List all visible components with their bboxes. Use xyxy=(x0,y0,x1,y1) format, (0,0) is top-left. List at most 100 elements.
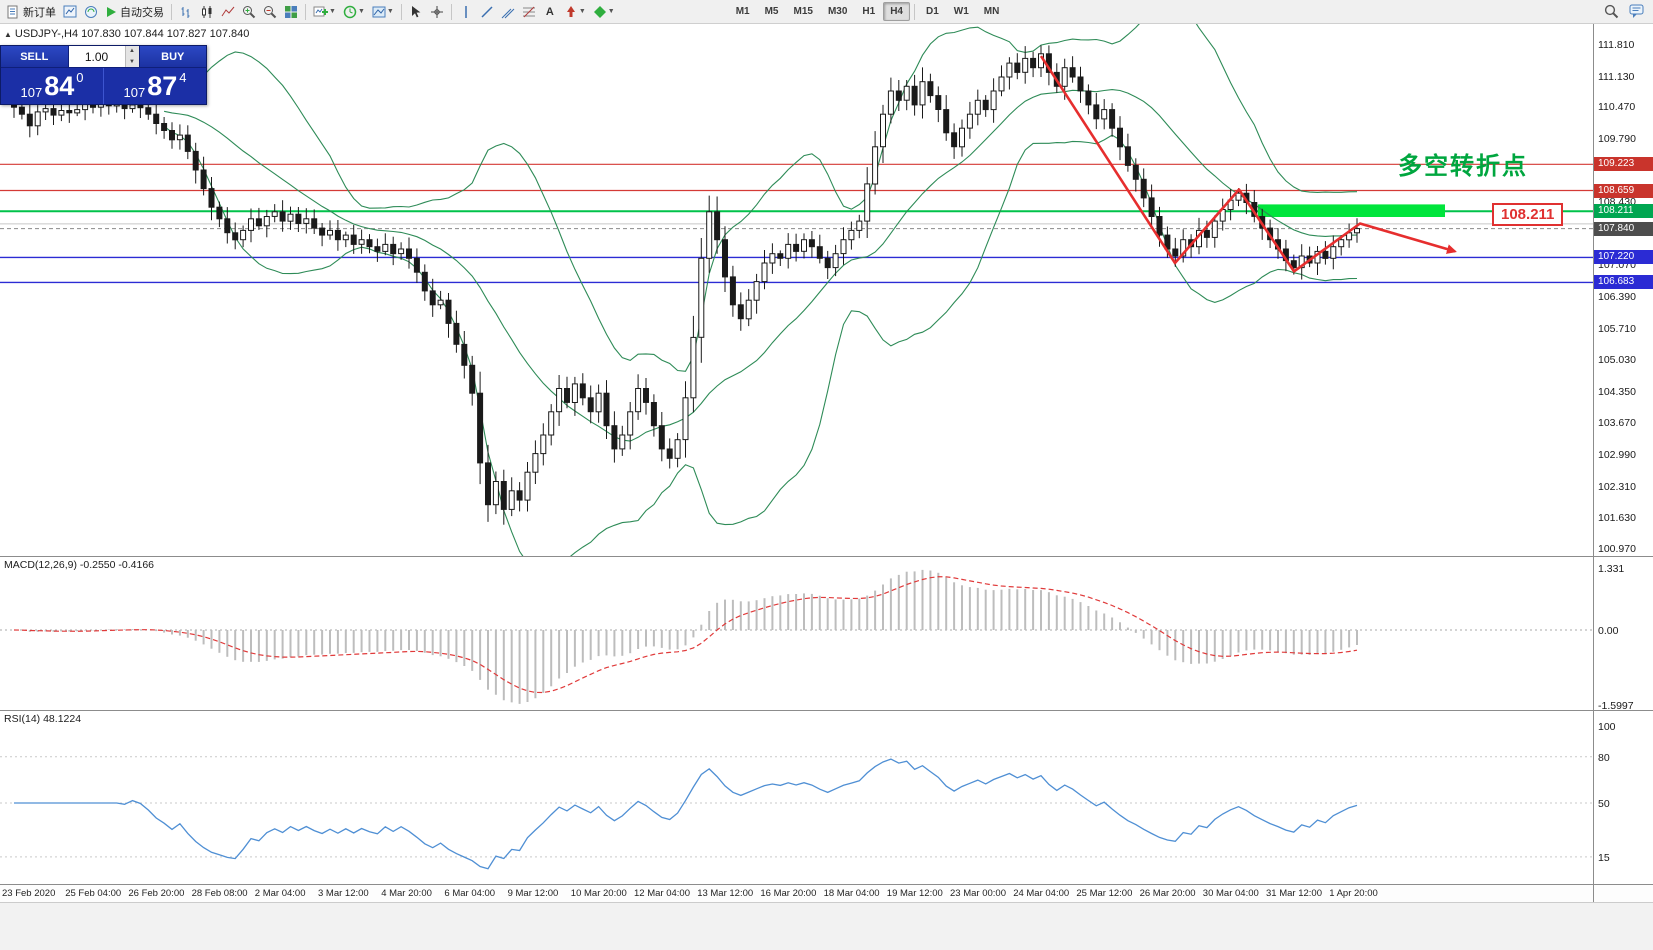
timeframe-H1[interactable]: H1 xyxy=(862,6,876,17)
bar-chart-type-button[interactable] xyxy=(176,2,196,22)
timeframe-W1[interactable]: W1 xyxy=(953,6,969,17)
price-tick-110.470: 110.470 xyxy=(1598,101,1636,114)
template-button[interactable]: ▼ xyxy=(369,2,397,22)
new-chart-button[interactable]: ▼ xyxy=(310,2,339,22)
time-label: 31 Mar 12:00 xyxy=(1266,888,1322,899)
price-divider xyxy=(103,68,104,104)
profiles-icon xyxy=(84,5,98,19)
main-chart-canvas[interactable] xyxy=(0,24,1593,556)
volume-input[interactable] xyxy=(68,46,125,67)
price-tick-105.030: 105.030 xyxy=(1598,354,1636,367)
zoom-out-button[interactable] xyxy=(260,2,280,22)
window-bottom-strip xyxy=(0,902,1653,950)
pane-separator[interactable] xyxy=(0,710,1653,711)
bar-chart-icon xyxy=(179,5,193,19)
macd-scale-0.00: 0.00 xyxy=(1598,625,1619,637)
time-label: 24 Mar 04:00 xyxy=(1013,888,1070,899)
chart-window-button[interactable] xyxy=(60,2,80,22)
candlestick-icon xyxy=(200,5,214,19)
time-label: 25 Mar 12:00 xyxy=(1076,888,1133,899)
time-label: 16 Mar 20:00 xyxy=(760,888,817,899)
trendline-tool-button[interactable] xyxy=(477,2,497,22)
sell-price[interactable]: 107 84 0 xyxy=(1,68,103,104)
candlestick-type-button[interactable] xyxy=(197,2,217,22)
price-badge-107.840: 107.840 xyxy=(1594,221,1653,236)
sell-button[interactable]: SELL xyxy=(1,46,68,67)
price-badge-108.659: 108.659 xyxy=(1594,183,1653,198)
arrows-tool-icon xyxy=(564,5,578,19)
vertical-line-icon xyxy=(461,5,471,19)
buy-button[interactable]: BUY xyxy=(139,46,206,67)
sell-price-frac: 0 xyxy=(76,70,84,85)
sell-price-pips: 84 xyxy=(44,71,75,101)
time-label: 3 Mar 12:00 xyxy=(318,888,369,899)
rsi-scale-80: 80 xyxy=(1598,751,1610,764)
collapse-triangle-icon[interactable]: ▲ xyxy=(4,30,12,39)
search-button[interactable] xyxy=(1601,1,1622,21)
volume-increase-button[interactable]: ▲ xyxy=(129,48,135,55)
text-tool-button[interactable]: A xyxy=(540,2,560,22)
timeframe-M15[interactable]: M15 xyxy=(793,6,813,17)
trendline-icon xyxy=(480,5,494,19)
toolbar-separator xyxy=(400,3,402,20)
chart-area: ▲ USDJPY-,H4 107.830 107.844 107.827 107.… xyxy=(0,24,1653,902)
period-button[interactable]: ▼ xyxy=(340,2,368,22)
buy-price[interactable]: 107 87 4 xyxy=(104,68,206,104)
price-axis[interactable]: 111.810 111.130 110.470 109.790 108.430 107.0… xyxy=(1594,24,1653,902)
buy-price-main: 107 xyxy=(123,85,146,100)
macd-label: MACD(12,26,9) -0.2550 -0.4166 xyxy=(4,559,154,571)
crosshair-icon xyxy=(430,5,444,19)
macd-scale-1.331: 1.331 xyxy=(1598,562,1625,575)
time-label: 23 Mar 00:00 xyxy=(950,888,1006,899)
chat-button[interactable] xyxy=(1626,1,1648,21)
price-badge-109.223: 109.223 xyxy=(1594,157,1653,172)
zoom-in-icon xyxy=(242,5,256,19)
arrows-tool-button[interactable]: ▼ xyxy=(561,2,589,22)
rsi-label: RSI(14) 48.1224 xyxy=(4,713,82,725)
dropdown-caret: ▼ xyxy=(578,8,586,15)
timeframe-H4[interactable]: H4 xyxy=(883,2,910,21)
volume-decrease-button[interactable]: ▼ xyxy=(129,58,135,65)
turning-point-annotation[interactable]: 多空转折点 xyxy=(1398,153,1528,180)
dropdown-caret: ▼ xyxy=(386,8,394,15)
macd-canvas[interactable] xyxy=(0,556,1593,710)
auto-trading-button[interactable]: 自动交易 xyxy=(102,2,167,22)
channel-icon xyxy=(501,5,515,19)
price-badge-107.220: 107.220 xyxy=(1594,250,1653,265)
buy-price-pips: 87 xyxy=(147,71,178,101)
timeframe-M5[interactable]: M5 xyxy=(764,6,779,17)
timeframe-M1[interactable]: M1 xyxy=(735,6,750,17)
time-axis[interactable]: 23 Feb 2020 25 Feb 04:00 26 Feb 20:00 28 Fe… xyxy=(0,884,1653,902)
price-tick-105.710: 105.710 xyxy=(1598,322,1636,335)
one-click-trading-panel: SELL ▲ ▼ BUY 107 84 0 107 xyxy=(0,45,207,105)
pane-separator[interactable] xyxy=(0,556,1653,557)
price-tick-101.630: 101.630 xyxy=(1598,512,1636,525)
fibonacci-tool-button[interactable] xyxy=(519,2,539,22)
time-label: 9 Mar 12:00 xyxy=(507,888,559,899)
timeframe-D1[interactable]: D1 xyxy=(926,6,939,17)
price-level-callout[interactable]: 108.211 xyxy=(1492,203,1564,226)
line-chart-type-button[interactable] xyxy=(218,2,238,22)
price-tick-102.990: 102.990 xyxy=(1598,449,1636,462)
tile-windows-button[interactable] xyxy=(281,2,301,22)
time-label: 26 Feb 20:00 xyxy=(128,888,185,899)
new-order-icon xyxy=(6,5,20,19)
vertical-line-tool-button[interactable] xyxy=(456,2,476,22)
cursor-button[interactable] xyxy=(406,2,426,22)
toolbar-separator xyxy=(914,3,915,20)
channel-tool-button[interactable] xyxy=(498,2,518,22)
crosshair-button[interactable] xyxy=(427,2,447,22)
timeframe-M30[interactable]: M30 xyxy=(827,6,848,17)
time-label: 19 Mar 12:00 xyxy=(886,888,943,899)
rsi-canvas[interactable] xyxy=(0,710,1593,884)
time-label: 12 Mar 04:00 xyxy=(634,888,690,899)
new-order-button[interactable]: 新订单 xyxy=(3,2,59,22)
zoom-in-button[interactable] xyxy=(239,2,259,22)
chat-icon xyxy=(1629,4,1645,19)
shapes-tool-button[interactable]: ▼ xyxy=(590,2,618,22)
profiles-button[interactable] xyxy=(81,2,101,22)
price-badge-108.211: 108.211 xyxy=(1594,204,1653,219)
price-tick-106.390: 106.390 xyxy=(1598,291,1636,303)
timeframe-MN[interactable]: MN xyxy=(983,6,1000,17)
